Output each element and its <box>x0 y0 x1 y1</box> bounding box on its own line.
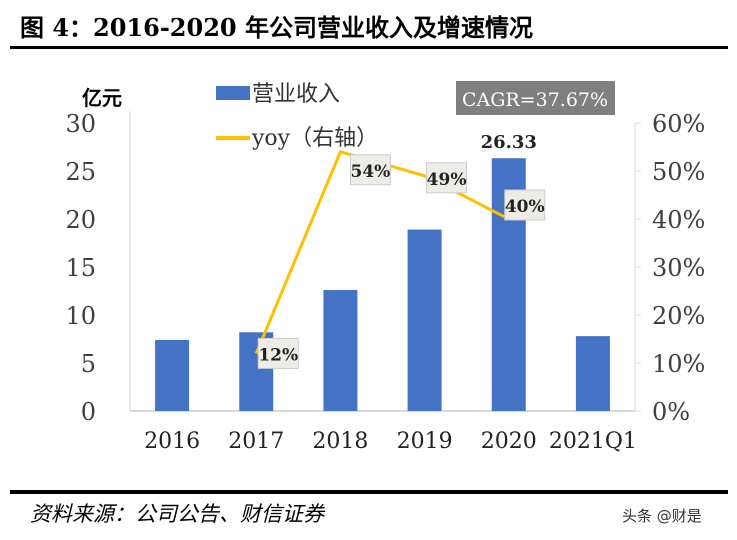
x-tick-label: 2021Q1 <box>549 429 637 454</box>
y2-tick-label: 0% <box>652 398 690 426</box>
y-tick-label: 10 <box>65 302 96 330</box>
bottom-divider <box>10 490 728 494</box>
y-tick-label: 0 <box>81 398 96 426</box>
line-data-label: 40% <box>505 197 545 217</box>
y-tick-label: 15 <box>65 254 96 282</box>
line-data-label-box <box>504 189 546 221</box>
line-data-label: 12% <box>258 345 298 365</box>
x-tick-label: 2018 <box>312 429 368 454</box>
chart: 0 5 10 15 20 25 30 0% 10% 20% 30% 40% 50% 60% 亿元 2016 20… <box>65 81 705 454</box>
bar <box>323 290 358 411</box>
y-tick-label: 30 <box>65 110 96 138</box>
y-tick-label: 20 <box>65 206 96 234</box>
y2-tick-label: 30% <box>652 254 705 282</box>
y-tick-label: 25 <box>65 158 96 186</box>
x-tick-label: 2017 <box>228 429 284 454</box>
y2-tick-label: 40% <box>652 206 705 234</box>
bar <box>155 339 190 411</box>
bar-data-label: 26.33 <box>481 132 537 153</box>
legend-bar-label: 营业收入 <box>252 82 340 107</box>
line-data-label-box <box>257 337 299 369</box>
y2-tick-label: 50% <box>652 158 705 186</box>
x-tick-label: 2020 <box>481 429 537 454</box>
y2-tick-label: 10% <box>652 350 705 378</box>
y2-tick-label: 60% <box>652 110 705 138</box>
x-tick-label: 2019 <box>397 429 453 454</box>
y-tick-label: 5 <box>81 350 96 378</box>
line-data-label: 54% <box>351 162 391 182</box>
y-axis-label: 亿元 <box>82 86 122 110</box>
y2-tick-label: 20% <box>652 302 705 330</box>
watermark: 头条 @财是 <box>622 507 702 525</box>
legend-line-label: yoy（右轴） <box>251 126 378 151</box>
cagr-box <box>456 81 615 115</box>
top-divider <box>10 46 728 49</box>
source-note: 资料来源：公司公告、财信证券 <box>30 502 324 526</box>
x-tick-label: 2016 <box>144 429 200 454</box>
line-data-label: 49% <box>427 170 467 190</box>
figure-title: 图 4：2016-2020 年公司营业收入及增速情况 <box>20 13 533 42</box>
legend-bar-swatch <box>216 86 250 100</box>
line-data-label-box <box>349 154 391 186</box>
line-data-label-box <box>426 162 468 194</box>
bar <box>407 229 442 411</box>
cagr-label: CAGR=37.67% <box>462 89 608 111</box>
bar <box>575 336 610 411</box>
